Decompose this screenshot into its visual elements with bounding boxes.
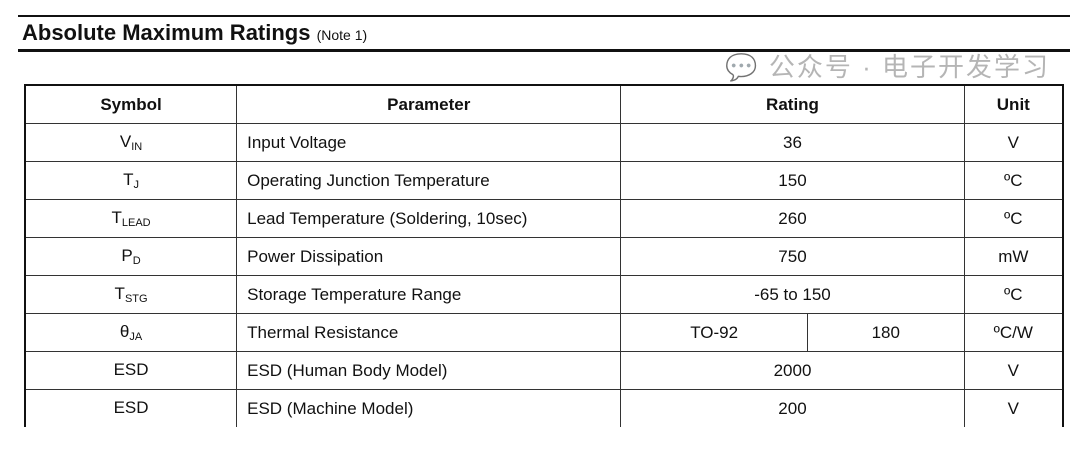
parameter-cell: ESD (Human Body Model) [236,351,622,390]
unit-cell: ºC [963,199,1064,238]
symbol-cell: TSTG [24,275,238,314]
rating-cell: 200 [620,389,965,427]
symbol-text: θ [119,322,130,341]
symbol-cell: TJ [24,161,238,200]
table-row: ESD ESD (Human Body Model) 2000 V [24,351,1064,390]
rating-cell: 36 [620,123,965,162]
unit-cell: V [963,123,1064,162]
ratings-table: Symbol Parameter Rating Unit VIN Input V… [24,84,1064,427]
table-row: θJA Thermal Resistance TO-92 180 ºC/W [24,313,1064,352]
top-rule [18,15,1070,17]
parameter-cell: Power Dissipation [236,237,622,276]
symbol-cell: ESD [24,389,238,427]
table-row: TSTG Storage Temperature Range -65 to 150… [24,275,1064,314]
parameter-cell: Lead Temperature (Soldering, 10sec) [236,199,622,238]
symbol-text: T [123,170,134,189]
symbol-cell: PD [24,237,238,276]
symbol-cell: θJA [24,313,238,352]
wechat-icon: 💬 [725,52,760,82]
unit-cell: V [963,351,1064,390]
table-row: PD Power Dissipation 750 mW [24,237,1064,276]
rating-cell: 150 [620,161,965,200]
symbol-subscript: J [133,179,140,191]
symbol-subscript: D [132,255,141,267]
symbol-subscript: LEAD [121,217,151,229]
symbol-text: ESD [113,360,149,379]
unit-cell: ºC/W [963,313,1064,352]
symbol-text: T [111,208,122,227]
section-title: Absolute Maximum Ratings (Note 1) [22,20,367,46]
table-row: TJ Operating Junction Temperature 150 ºC [24,161,1064,200]
unit-cell: ºC [963,161,1064,200]
table-row: TLEAD Lead Temperature (Soldering, 10sec… [24,199,1064,238]
symbol-text: V [119,132,132,151]
rating-cell: 260 [620,199,965,238]
unit-cell: mW [963,237,1064,276]
title-underline [18,49,1070,52]
header-unit: Unit [963,84,1064,124]
rating-cell: -65 to 150 [620,275,965,314]
symbol-subscript: IN [131,141,143,153]
unit-cell: V [963,389,1064,427]
header-parameter: Parameter [236,84,622,124]
watermark: 💬 公众号 · 电子开发学习 [725,52,1050,82]
symbol-text: T [114,284,125,303]
unit-cell: ºC [963,275,1064,314]
header-rating: Rating [620,84,965,124]
symbol-text: ESD [113,398,149,417]
rating-cell: 2000 [620,351,965,390]
symbol-subscript: JA [129,331,143,343]
rating-cell: 750 [620,237,965,276]
parameter-cell: Thermal Resistance [236,313,622,352]
package-cell: TO-92 [620,313,808,352]
header-symbol: Symbol [24,84,238,124]
symbol-cell: TLEAD [24,199,238,238]
parameter-cell: Input Voltage [236,123,622,162]
watermark-text: 公众号 · 电子开发学习 [768,52,1050,82]
symbol-subscript: STG [124,293,148,305]
parameter-cell: Operating Junction Temperature [236,161,622,200]
table-row: ESD ESD (Machine Model) 200 V [24,389,1064,427]
parameter-cell: ESD (Machine Model) [236,389,622,427]
symbol-cell: ESD [24,351,238,390]
symbol-text: P [121,246,133,265]
rating-cell: 180 [806,313,965,352]
parameter-cell: Storage Temperature Range [236,275,622,314]
note-ref: (Note 1) [316,27,368,43]
symbol-cell: VIN [24,123,238,162]
table-row: VIN Input Voltage 36 V [24,123,1064,162]
title-text: Absolute Maximum Ratings [22,20,311,45]
header-row: Symbol Parameter Rating Unit [24,84,1064,124]
